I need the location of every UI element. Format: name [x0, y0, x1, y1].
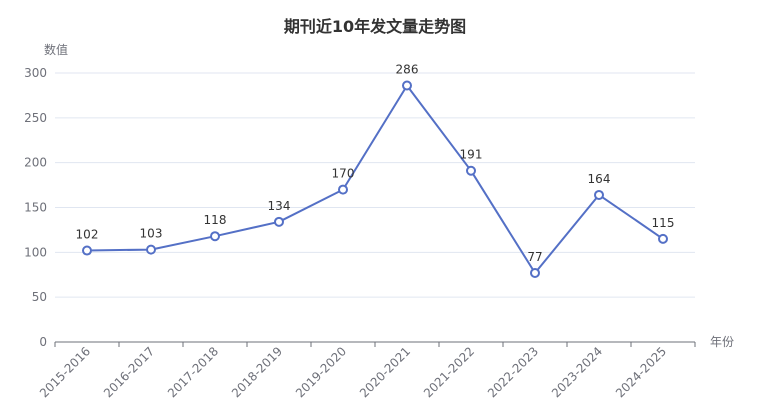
- x-tick-label: 2017-2018: [165, 344, 221, 400]
- data-point[interactable]: [274, 216, 284, 227]
- x-tick-label: 2024-2025: [613, 344, 669, 400]
- data-point[interactable]: [594, 189, 604, 200]
- x-tick-label: 2016-2017: [101, 344, 157, 400]
- x-axis-name: 年份: [710, 335, 734, 349]
- y-tick-label: 250: [24, 111, 47, 125]
- data-point[interactable]: [146, 244, 156, 255]
- data-point[interactable]: [466, 165, 476, 176]
- x-axis-tick-labels: 2015-2016 2016-2017 2017-2018 2018-2019 2019…: [37, 344, 669, 400]
- series-line-group: [82, 80, 668, 278]
- y-tick-label: 300: [24, 66, 47, 80]
- data-label: 286: [396, 63, 419, 77]
- x-tick-label: 2018-2019: [229, 344, 285, 400]
- data-label: 103: [140, 227, 163, 241]
- data-point[interactable]: [658, 233, 668, 244]
- data-label: 191: [460, 148, 483, 162]
- x-tick-label: 2019-2020: [293, 344, 349, 400]
- data-point[interactable]: [530, 267, 540, 278]
- y-tick-label: 50: [32, 290, 47, 304]
- data-point[interactable]: [82, 245, 92, 256]
- x-tick-label: 2020-2021: [357, 344, 413, 400]
- chart-title: 期刊近10年发文量走势图: [284, 17, 466, 36]
- x-tick-label: 2022-2023: [485, 344, 541, 400]
- y-tick-label: 200: [24, 156, 47, 170]
- data-label: 102: [76, 228, 99, 242]
- data-label: 164: [588, 172, 611, 186]
- y-axis-tick-labels: 0 50 100 150 200 250 300: [24, 66, 47, 349]
- y-tick-label: 150: [24, 201, 47, 215]
- x-tick-label: 2021-2022: [421, 344, 477, 400]
- x-axis: [54, 341, 696, 347]
- data-label: 134: [268, 199, 291, 213]
- x-tick-label: 2015-2016: [37, 344, 93, 400]
- y-tick-label: 0: [39, 335, 47, 349]
- grid-lines: [55, 72, 695, 298]
- data-labels: 102 103 118 134 170 286 191 77 164 115: [76, 63, 675, 264]
- data-point[interactable]: [402, 80, 412, 91]
- x-tick-label: 2023-2024: [549, 344, 605, 400]
- y-tick-label: 100: [24, 245, 47, 259]
- data-label: 170: [332, 167, 355, 181]
- data-label: 77: [527, 250, 542, 264]
- y-axis-name: 数值: [44, 42, 68, 57]
- data-label: 118: [204, 213, 227, 227]
- data-label: 115: [652, 216, 675, 230]
- data-point[interactable]: [338, 184, 348, 195]
- series-line: [86, 84, 664, 274]
- data-point[interactable]: [210, 231, 220, 242]
